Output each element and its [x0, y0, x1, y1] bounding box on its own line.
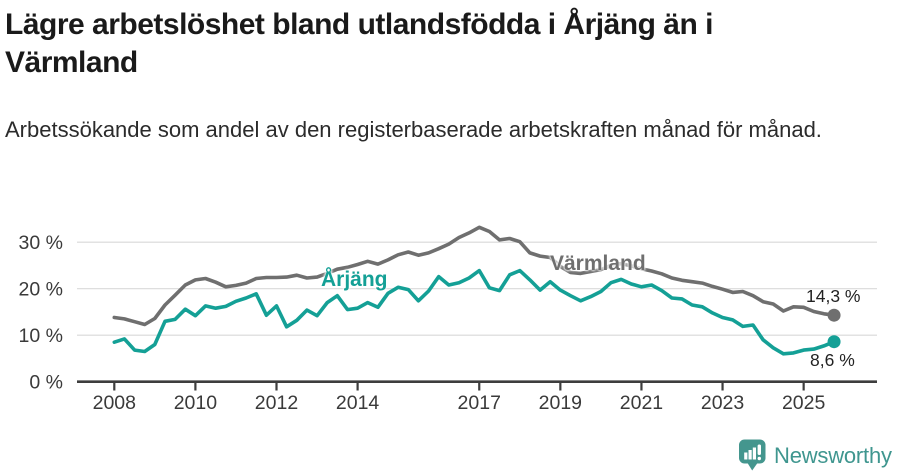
x-tick-label: 2014 — [336, 392, 380, 414]
series-end-dot-värmland — [827, 308, 841, 322]
x-tick-label: 2012 — [255, 392, 298, 414]
x-tick-label: 2019 — [539, 392, 582, 414]
x-tick-label: 2010 — [174, 392, 218, 414]
x-tick-label: 2023 — [701, 392, 744, 414]
page-title: Lägre arbetslöshet bland utlandsfödda i … — [5, 8, 713, 79]
x-tick-label: 2025 — [782, 392, 826, 414]
series-label-varmland: Värmland — [550, 252, 646, 275]
y-tick-label: 0 % — [29, 372, 63, 394]
end-value-label-varmland: 14,3 % — [806, 286, 861, 306]
x-tick-label: 2021 — [620, 392, 663, 414]
series-label-arjang: Årjäng — [321, 268, 388, 291]
series-line-värmland — [112, 225, 836, 327]
x-tick-label: 2017 — [458, 392, 501, 414]
end-value-label-arjang: 8,6 % — [810, 350, 855, 370]
newsworthy-logo: Newsworthy — [738, 439, 892, 471]
page-subtitle: Arbetssökande som andel av den registerb… — [5, 117, 822, 142]
series-line-årjäng — [112, 268, 836, 356]
series-end-dot-årjäng — [827, 335, 841, 349]
y-tick-label: 10 % — [19, 325, 63, 347]
y-tick-label: 30 % — [19, 232, 63, 254]
y-tick-label: 20 % — [19, 279, 63, 301]
newsworthy-pin-barchart-icon — [739, 439, 766, 471]
x-tick-label: 2008 — [93, 392, 136, 414]
brand-name: Newsworthy — [774, 442, 892, 468]
